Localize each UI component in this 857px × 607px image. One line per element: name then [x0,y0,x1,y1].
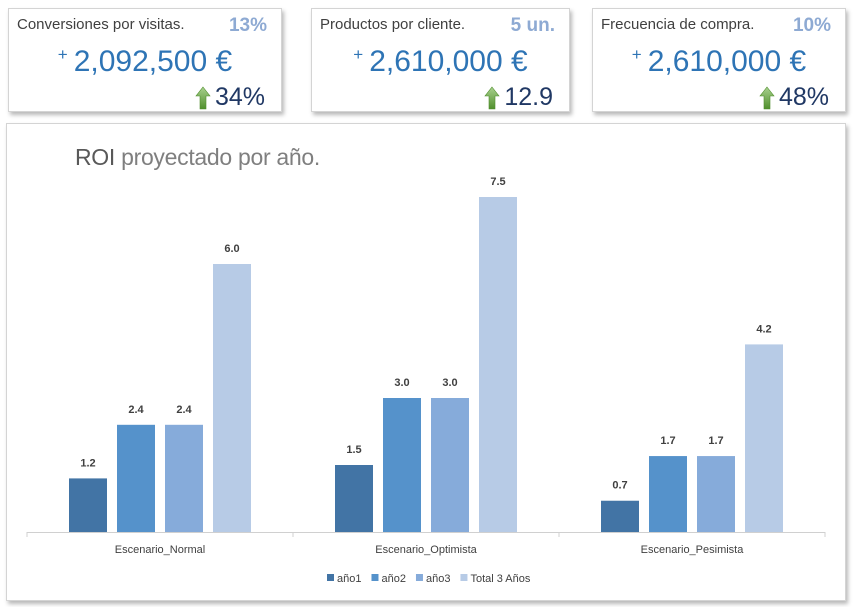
kpi-change-value: 34% [214,83,265,111]
kpi-amount: 2,610,000 € [369,45,528,78]
kpi-amount: 2,092,500 € [73,45,233,78]
kpi-card-conversiones: Conversiones por visitas. 13% +2,092,500… [8,8,282,112]
kpi-change: 12.9 [484,83,553,112]
data-label: 1.2 [80,457,95,469]
data-label: 2.4 [128,404,144,416]
kpi-amount: 2,610,000 € [647,45,807,78]
legend-label: año2 [381,573,405,585]
legend-label: año1 [337,573,361,585]
chart-title-strong: ROI [75,144,115,170]
bar-Total-3-Años-1 [479,197,517,532]
kpi-card-productos: Productos por cliente. 5 un. +2,610,000 … [311,8,570,112]
data-label: 6.0 [224,243,239,255]
data-label: 3.0 [394,377,409,389]
chart-plot: 1.2 2.4 2.4 6.0 Escenario_Normal 1.5 3.0 3.0 7.5… [26,176,826,585]
category-label: Escenario_Normal [115,544,205,556]
data-label: 1.7 [708,435,723,447]
category-label: Escenario_Pesimista [641,544,745,556]
up-arrow-icon [195,86,211,109]
kpi-title: Productos por cliente. [320,16,466,33]
data-label: 1.7 [660,435,675,447]
bar-año3-2 [697,456,735,532]
bar-año2-1 [383,398,421,532]
kpi-badge: 13% [228,15,267,36]
data-label: 4.2 [756,323,771,335]
data-label: 3.0 [442,377,457,389]
legend-label: Total 3 Años [470,573,530,585]
kpi-change-value: 48% [778,83,829,111]
roi-chart: ROI proyectado por año. 1.2 2.4 2.4 6.0 Esce… [6,123,846,601]
bar-año2-2 [649,456,687,532]
kpi-badge: 10% [792,15,831,36]
kpi-value: +2,610,000 € [593,45,845,79]
data-label: 7.5 [490,176,505,188]
kpi-value: +2,610,000 € [312,45,569,79]
bar-año1-1 [335,465,373,532]
kpi-value: +2,092,500 € [9,45,281,79]
chart-title-rest: proyectado por año. [115,144,320,170]
bar-año3-1 [431,398,469,532]
legend-swatch [371,574,379,581]
kpi-card-frecuencia: Frecuencia de compra. 10% +2,610,000 € 4… [592,8,846,112]
category-label: Escenario_Optimista [375,544,477,556]
plus-sign: + [57,45,68,64]
legend-swatch [460,574,468,581]
plus-sign: + [631,45,642,64]
data-label: 0.7 [612,480,627,492]
legend-swatch [327,574,334,581]
data-label: 1.5 [346,444,361,456]
chart-title: ROI proyectado por año. [75,144,320,171]
kpi-change: 48% [759,83,829,112]
bar-Total-3-Años-2 [745,344,783,532]
bar-año3-0 [165,424,203,532]
legend-label: año3 [426,573,450,585]
bar-año1-2 [601,500,639,532]
legend-swatch [415,574,423,581]
bar-año1-0 [69,478,107,532]
kpi-change-value: 12.9 [504,83,553,111]
bar-Total-3-Años-0 [213,264,251,532]
bar-año2-0 [117,424,155,532]
kpi-title: Frecuencia de compra. [601,16,755,33]
kpi-title: Conversiones por visitas. [17,16,185,33]
up-arrow-icon [759,86,775,109]
kpi-change: 34% [195,83,265,112]
plus-sign: + [353,45,364,64]
up-arrow-icon [484,86,500,109]
kpi-badge: 5 un. [510,15,555,36]
data-label: 2.4 [176,404,192,416]
